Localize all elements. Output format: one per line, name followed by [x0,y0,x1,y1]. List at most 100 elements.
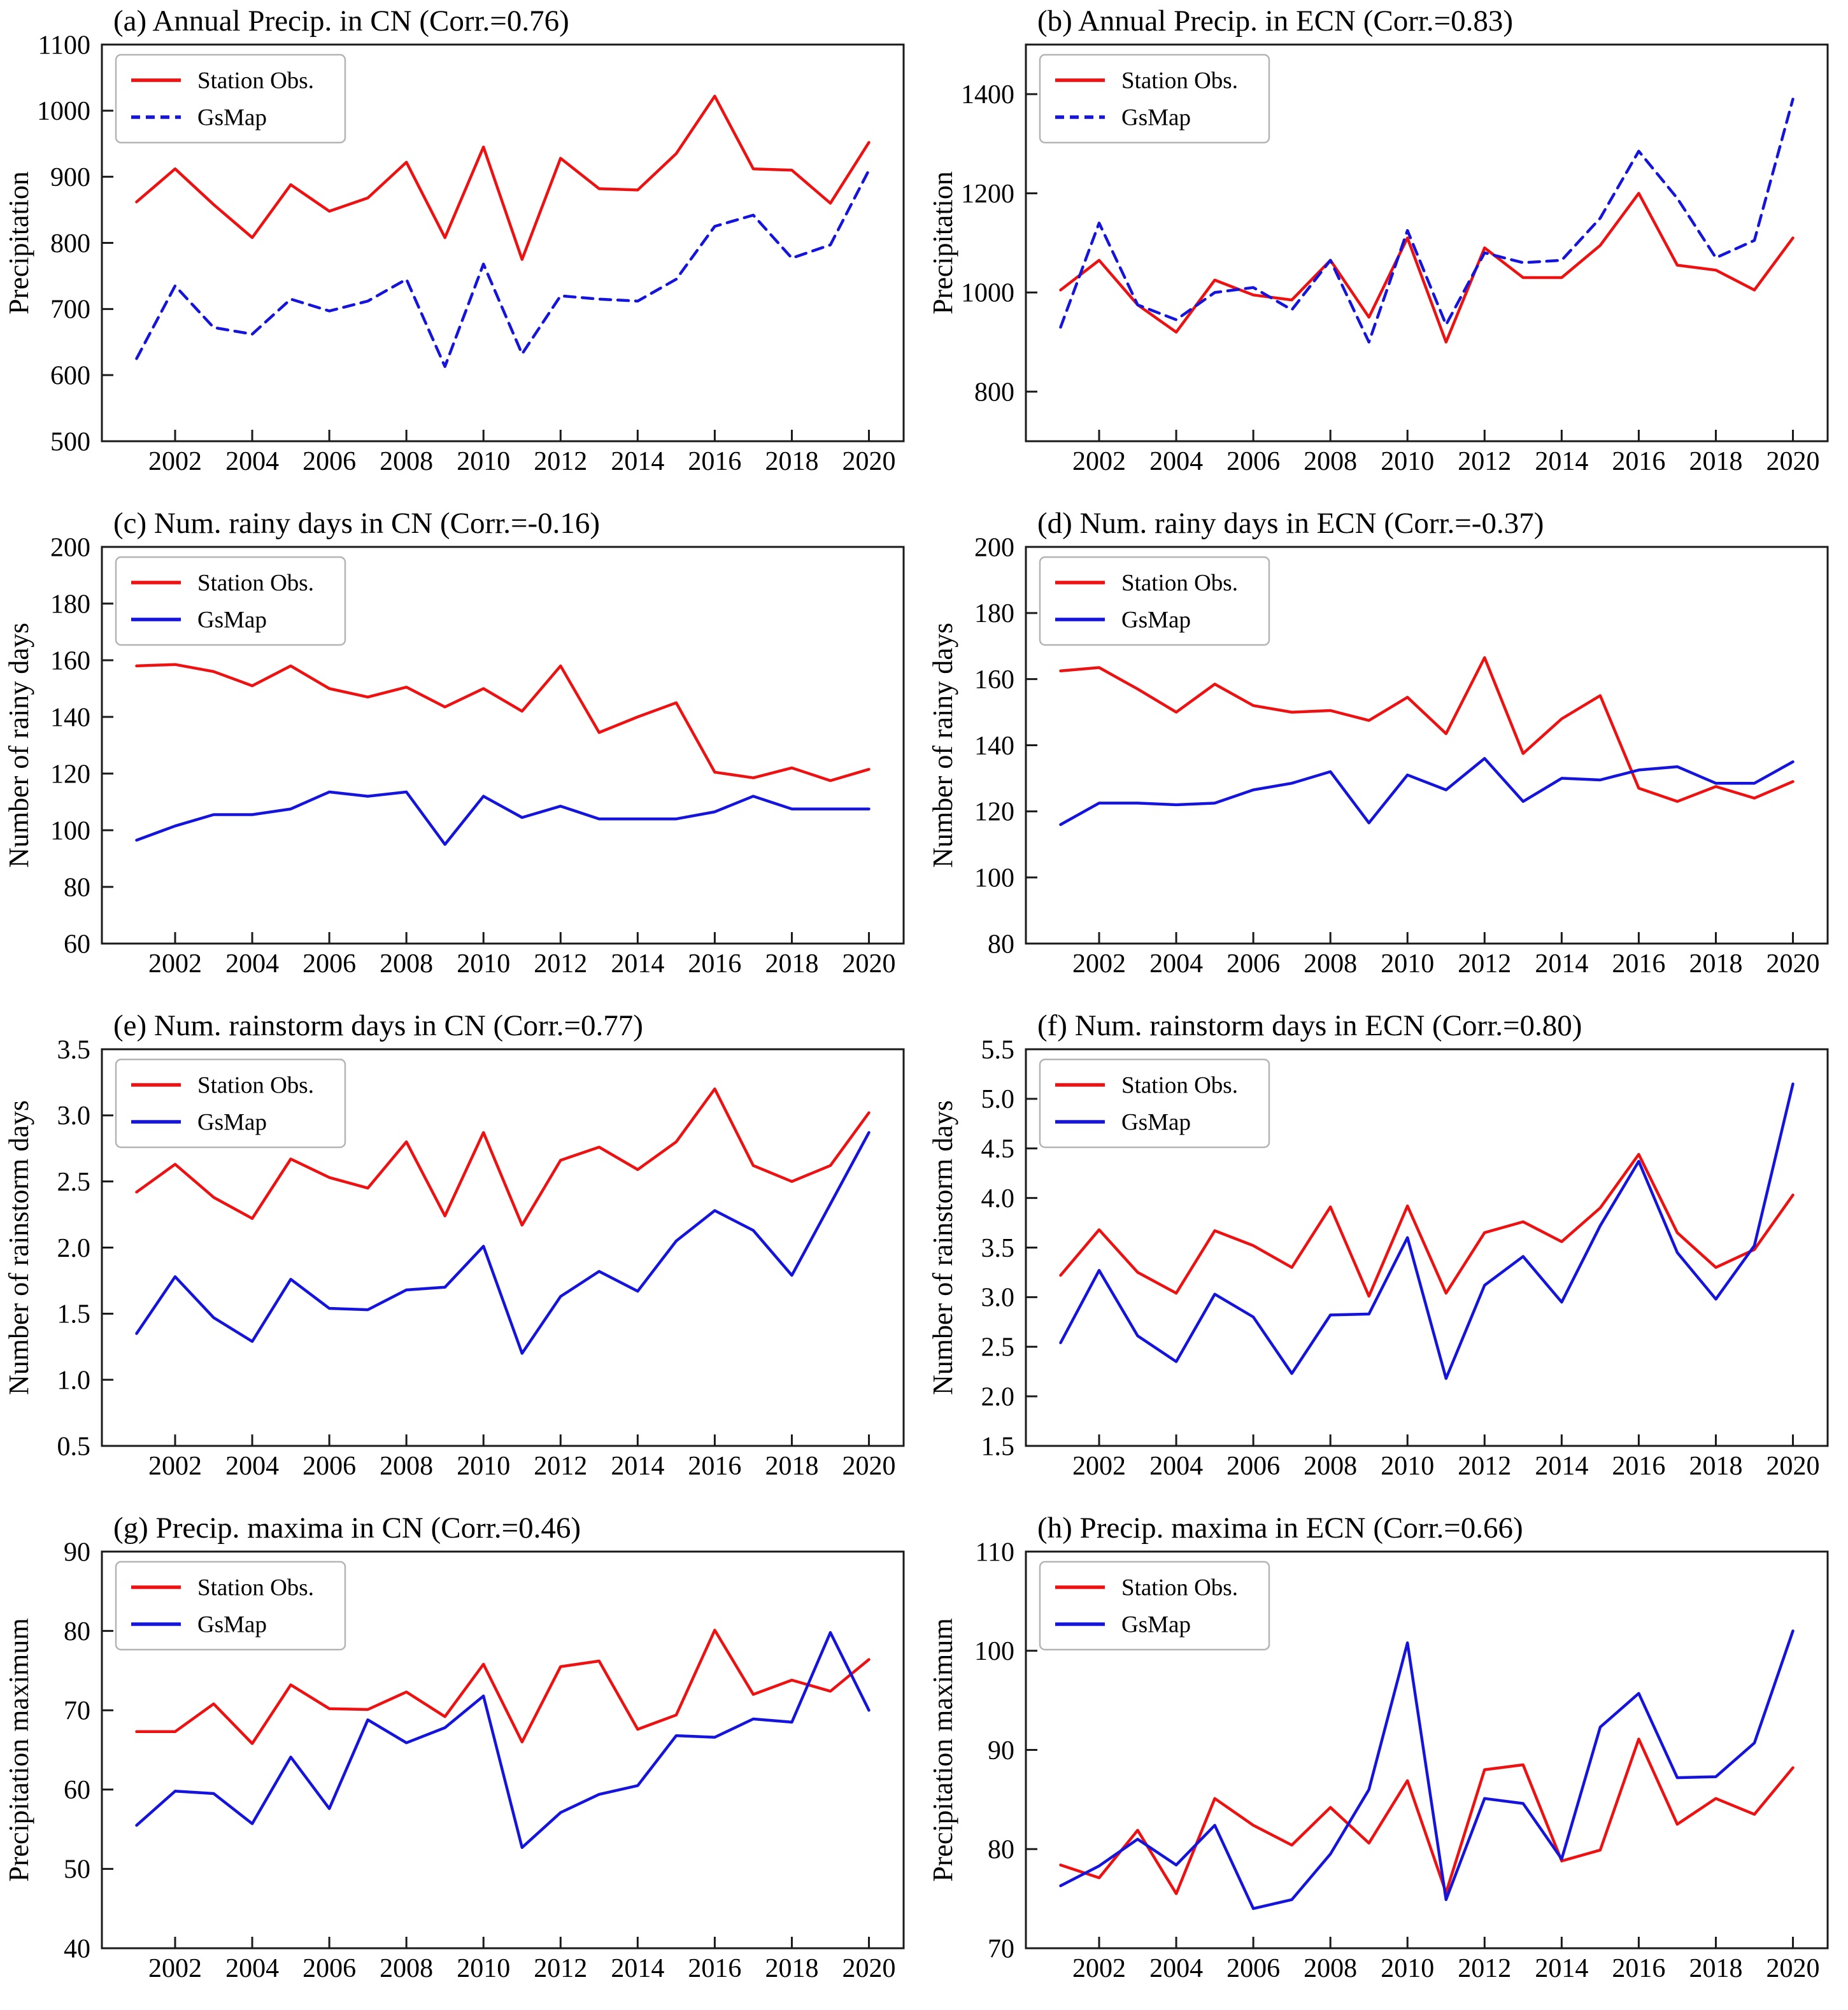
panel-f-chart: 1.5 2.0 2.5 3.0 3.5 4.0 4.5 5.0 5.5 2002 2004 2006 2… [927,1035,1829,1481]
panel-b-title: (b) Annual Precip. in ECN (Corr.=0.83) [1037,4,1514,38]
y-tick-label: 500 [50,427,90,456]
x-tick-label: 2008 [380,1452,433,1481]
y-axis-label: Precipitation maximum [927,1618,958,1881]
plot-frame [1025,43,1829,442]
y-tick-label: 120 [974,798,1014,827]
line-station-obs [1059,192,1795,344]
x-tick-label: 2020 [842,1452,896,1481]
y-tick-label: 60 [64,1776,90,1805]
x-tick-label: 2004 [225,1452,279,1481]
x-tick-label: 2020 [1766,949,1820,979]
x-tick-label: 2018 [765,1954,818,1983]
x-tick-label: 2006 [302,447,356,476]
y-axis-label: Number of rainy days [927,623,958,868]
x-tick-label: 2018 [765,1452,818,1481]
y-axis-label: Number of rainstorm days [927,1100,958,1395]
x-tick-label: 2012 [1458,1452,1511,1481]
y-tick-label: 100 [50,816,90,846]
panel-f: (f) Num. rainstorm days in ECN (Corr.=0.… [924,1005,1848,1507]
legend-label: Station Obs. [1121,570,1238,597]
x-tick-label: 2016 [1612,1954,1665,1983]
y-tick-label: 5.0 [981,1085,1015,1114]
panel-c: (c) Num. rainy days in CN (Corr.=-0.16) … [0,502,924,1005]
x-tick-label: 2002 [1072,1452,1126,1481]
y-tick-label: 1100 [38,31,90,60]
x-tick-label: 2012 [534,1954,587,1983]
x-tick-label: 2012 [534,447,587,476]
x-tick-label: 2018 [765,949,818,979]
y-tick-label: 0.5 [57,1432,91,1461]
y-tick-label: 3.5 [981,1234,1015,1263]
x-tick-label: 2008 [380,447,433,476]
y-axis-label: Precipitation maximum [3,1618,34,1881]
legend-label: Station Obs. [197,1575,314,1601]
y-tick-label: 1000 [961,279,1014,308]
x-tick-label: 2020 [1766,447,1820,476]
y-axis-label: Precipitation [927,171,958,315]
legend [1039,1561,1270,1651]
x-tick-label: 2004 [225,949,279,979]
x-tick-label: 2006 [1226,447,1280,476]
panel-g-title: (g) Precip. maxima in CN (Corr.=0.46) [113,1511,581,1545]
x-tick-label: 2014 [611,1954,664,1983]
panel-b: (b) Annual Precip. in ECN (Corr.=0.83) 8… [924,0,1848,502]
x-tick-label: 2008 [1304,1452,1357,1481]
y-tick-label: 1400 [961,80,1014,110]
x-tick-label: 2018 [765,447,818,476]
x-tick-label: 2006 [1226,949,1280,979]
legend [115,556,346,646]
x-tick-label: 2008 [380,1954,433,1983]
line-gsmap [1059,1082,1795,1380]
y-tick-label: 1.0 [57,1366,91,1395]
y-tick-label: 2.0 [981,1382,1015,1412]
legend-label: Station Obs. [197,570,314,597]
x-tick-label: 2014 [611,447,664,476]
x-tick-label: 2016 [688,447,741,476]
legend-label: GsMap [197,1612,267,1638]
x-tick-label: 2016 [688,949,741,979]
y-tick-label: 5.5 [981,1035,1015,1065]
y-tick-label: 1200 [961,180,1014,209]
y-tick-label: 180 [50,590,90,619]
panel-h-chart: 70 80 90 100 110 2002 2004 2006 2008 2010 2012 2014… [927,1538,1829,1983]
y-tick-label: 2.5 [57,1168,91,1197]
line-station-obs [135,94,871,261]
x-tick-label: 2004 [1149,447,1203,476]
legend-label: Station Obs. [1121,1073,1238,1099]
line-station-obs [1059,656,1795,803]
x-tick-label: 2010 [457,1452,510,1481]
panel-h: (h) Precip. maxima in ECN (Corr.=0.66) 7… [924,1507,1848,2009]
x-tick-label: 2020 [1766,1954,1820,1983]
y-tick-label: 180 [974,599,1014,628]
legend-label: GsMap [1121,1612,1191,1638]
y-tick-label: 2.0 [57,1234,91,1263]
y-tick-label: 100 [974,1637,1014,1666]
x-tick-label: 2016 [1612,447,1665,476]
y-tick-label: 4.5 [981,1135,1015,1164]
y-tick-label: 900 [50,163,90,192]
y-tick-label: 3.5 [57,1035,91,1065]
x-tick-label: 2010 [1381,949,1434,979]
x-tick-label: 2004 [225,1954,279,1983]
y-tick-label: 40 [64,1934,90,1964]
y-tick-label: 120 [50,760,90,789]
y-tick-label: 160 [974,665,1014,695]
y-tick-label: 80 [64,873,90,902]
y-tick-label: 1000 [37,97,90,126]
x-tick-label: 2012 [1458,447,1511,476]
panel-g-chart: 40 50 60 70 80 90 2002 2004 2006 2008 2010 2012 2014… [3,1538,905,1983]
x-tick-label: 2014 [611,949,664,979]
legend-label: Station Obs. [197,68,314,94]
legend [1039,556,1270,646]
panel-c-title: (c) Num. rainy days in CN (Corr.=-0.16) [113,507,601,540]
x-tick-label: 2016 [1612,1452,1665,1481]
panel-e: (e) Num. rainstorm days in CN (Corr.=0.7… [0,1005,924,1507]
y-tick-label: 80 [988,930,1014,959]
y-tick-label: 200 [50,533,90,562]
x-tick-label: 2020 [842,949,896,979]
x-tick-label: 2004 [1149,1452,1203,1481]
panel-d-title: (d) Num. rainy days in ECN (Corr.=-0.37) [1037,507,1544,540]
x-tick-label: 2008 [1304,949,1357,979]
panel-c-chart: 60 80 100 120 140 160 180 200 2002 2004 2006 2008 20… [3,533,905,979]
